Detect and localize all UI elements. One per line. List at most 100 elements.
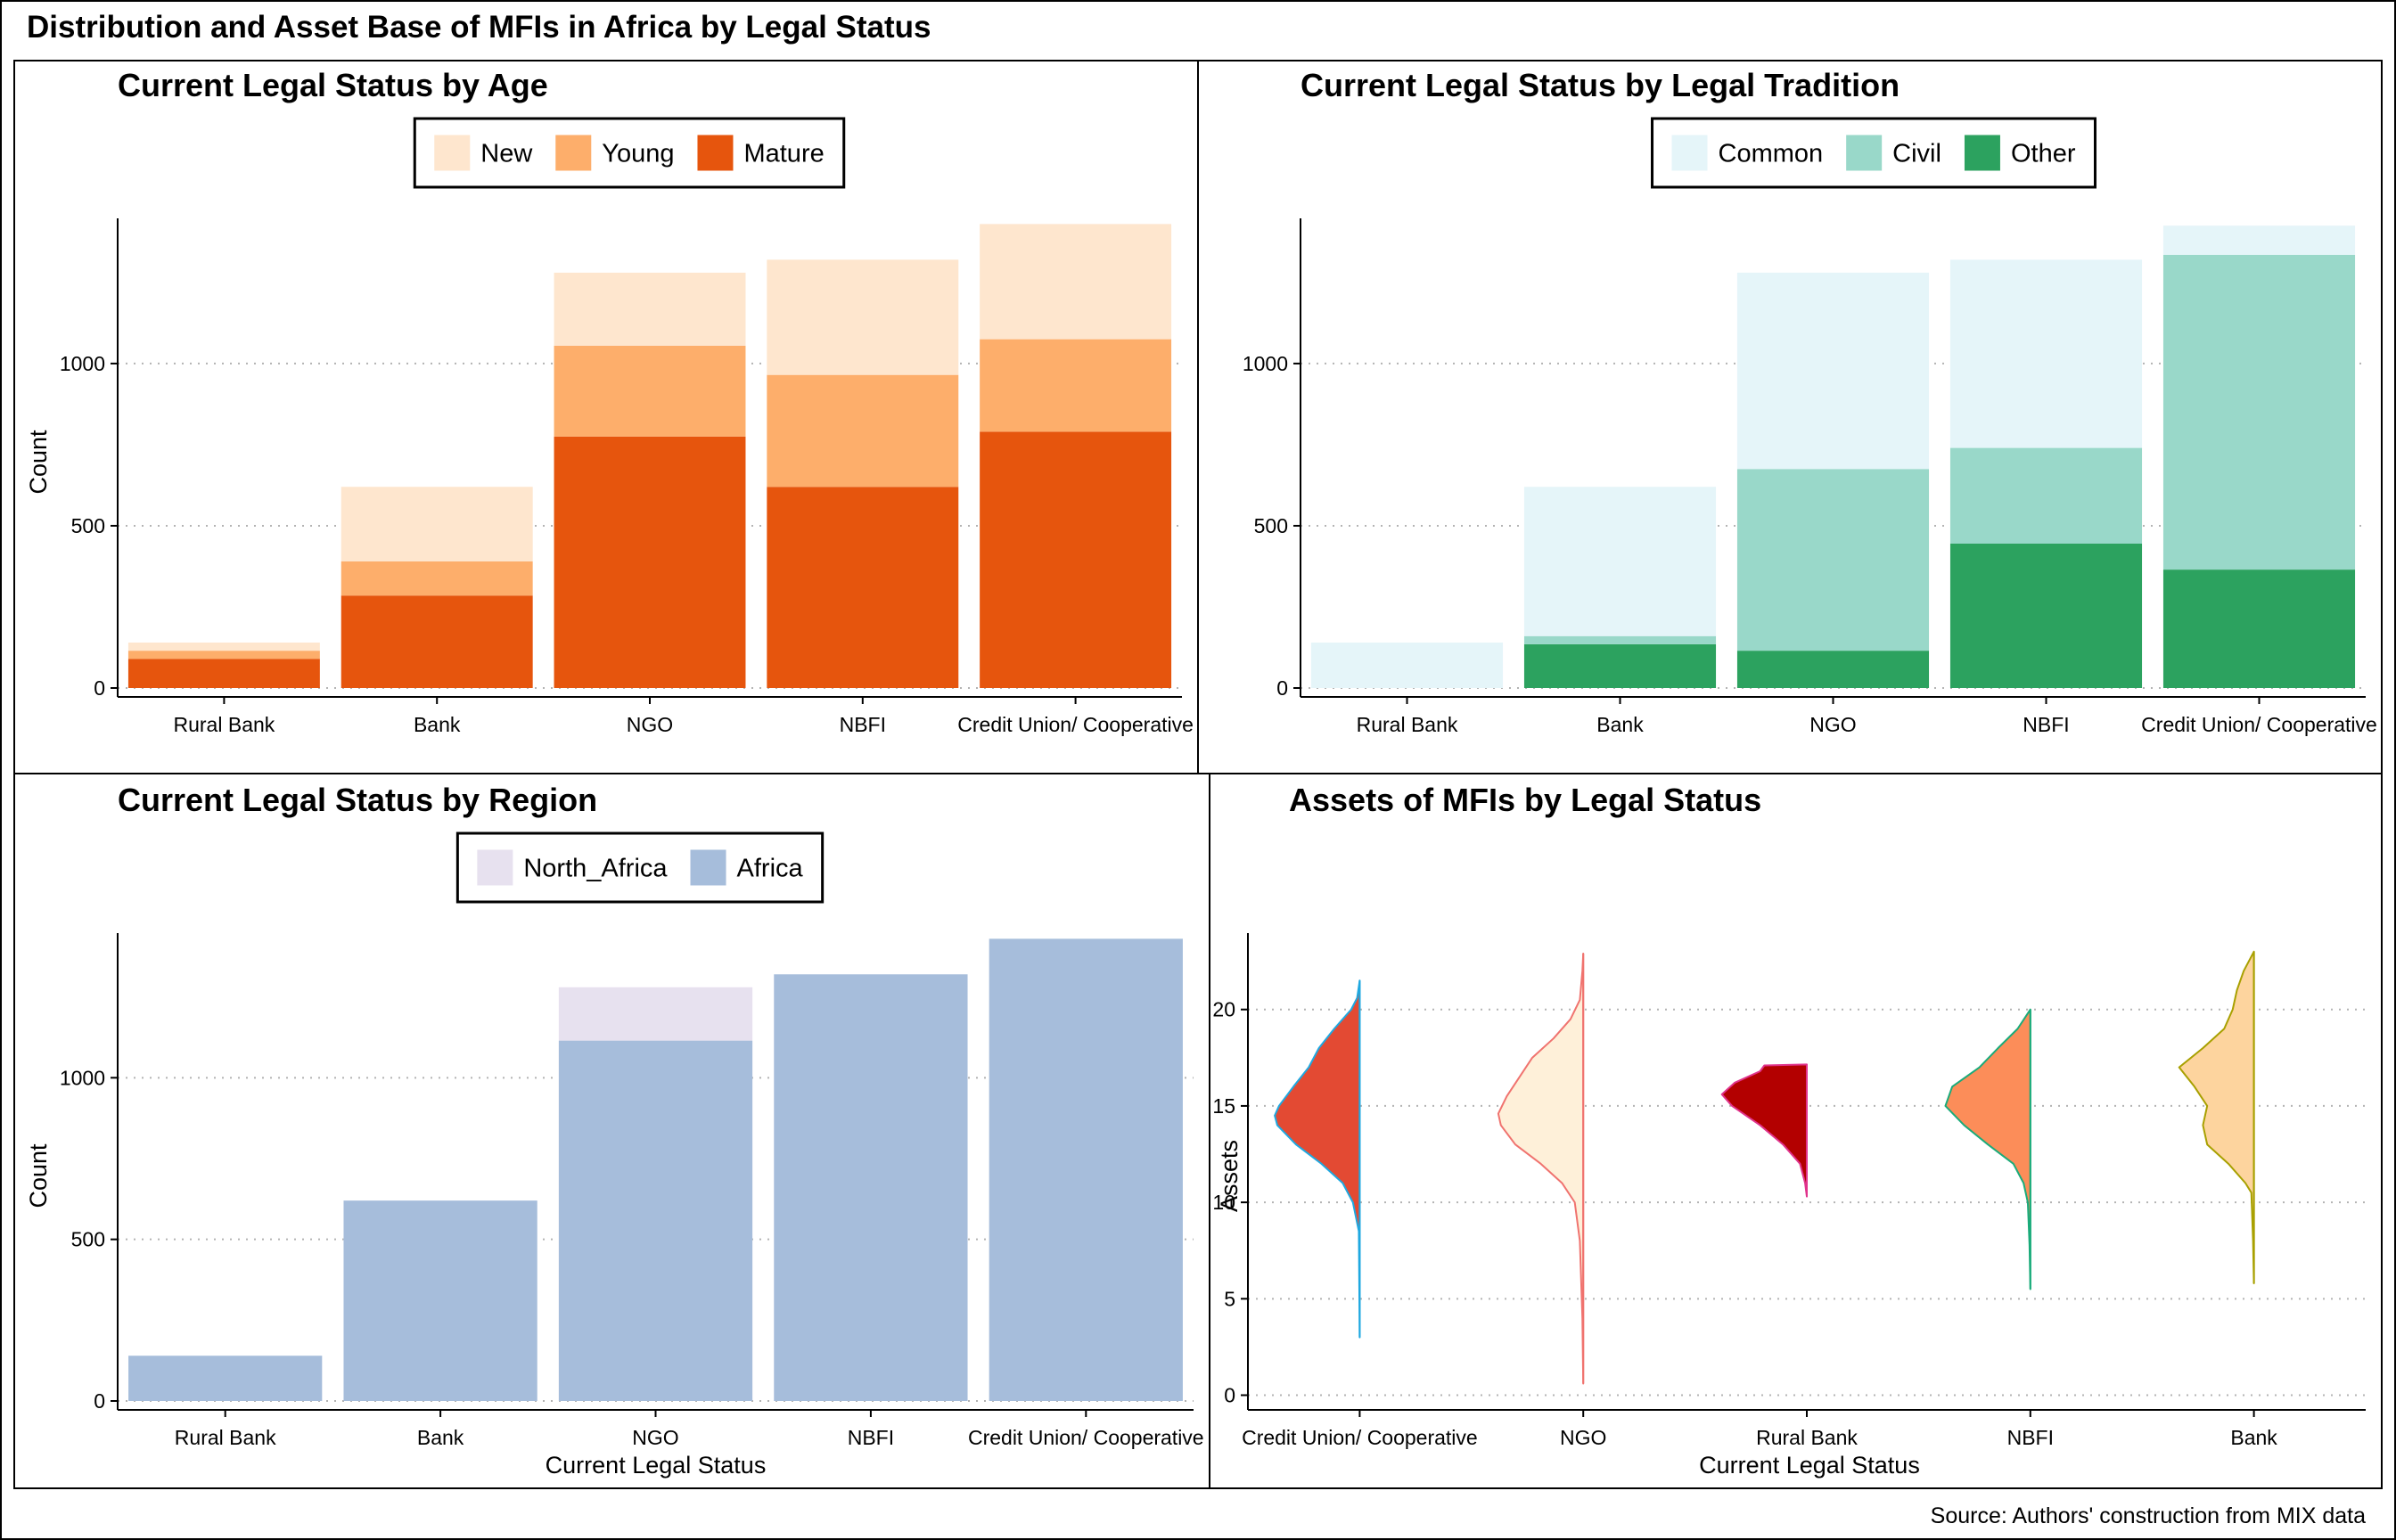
x-tick-label: Credit Union/ Cooperative (957, 713, 1194, 736)
legend-swatch (1964, 135, 2000, 171)
chart-tradition: Current Legal Status by Legal Tradition 0… (1243, 67, 2377, 736)
bar-segment (1523, 635, 1717, 644)
x-tick-label: NGO (632, 1426, 678, 1449)
x-tick-label: Bank (1596, 713, 1644, 736)
y-tick-label: 15 (1212, 1094, 1235, 1118)
bar-segment (127, 659, 320, 688)
bar-segment (774, 974, 968, 1401)
y-tick-label: 10 (1212, 1191, 1235, 1214)
bar-segment (127, 643, 320, 651)
x-tick-label: Bank (2230, 1426, 2277, 1449)
legend-swatch (1671, 135, 1708, 171)
bar-segment (554, 345, 746, 437)
legend-box (455, 831, 825, 904)
bar-segment (989, 938, 1183, 1401)
bar-segment (341, 561, 533, 596)
bar-segment (2162, 225, 2356, 255)
bar-segment (1736, 469, 1930, 651)
bar-segment (980, 339, 1172, 432)
bar-segment (343, 1200, 537, 1401)
x-tick-label: Bank (414, 713, 461, 736)
bar-segment (980, 224, 1172, 340)
x-tick-label: Bank (417, 1426, 464, 1449)
y-tick-label: 0 (94, 1389, 105, 1413)
legend-swatch (477, 849, 513, 886)
bar-segment (558, 1040, 753, 1401)
bar-segment (980, 431, 1172, 688)
bar-segment (558, 987, 753, 1041)
bar-segment (1949, 543, 2143, 688)
x-tick-label: Credit Union/ Cooperative (2141, 713, 2377, 736)
bar-segment (1310, 643, 1504, 688)
y-tick-label: 0 (1224, 1384, 1235, 1407)
x-tick-label: NGO (1809, 713, 1856, 736)
x-tick-label: Credit Union/ Cooperative (968, 1426, 1204, 1449)
chart-title: Assets of MFIs by Legal Status (1289, 782, 1761, 818)
y-tick-label: 0 (94, 676, 105, 700)
violin-half (2178, 950, 2255, 1284)
violin-half (1944, 1008, 2031, 1290)
y-tick-label: 1000 (60, 352, 105, 375)
legend-label: Civil (1892, 140, 1941, 168)
y-tick-label: 500 (1254, 514, 1288, 537)
bar-segment (2162, 254, 2356, 570)
y-tick-label: 1000 (60, 1066, 105, 1089)
x-tick-label: NBFI (2023, 713, 2069, 736)
bar-segment (767, 374, 959, 487)
x-tick-label: NGO (1560, 1426, 1606, 1449)
y-axis-title: Count (25, 430, 52, 495)
x-tick-label: NBFI (2007, 1426, 2054, 1449)
x-tick-label: Credit Union/ Cooperative (1242, 1426, 1478, 1449)
chart-title: Current Legal Status by Age (118, 67, 548, 103)
x-axis-title: Current Legal Status (546, 1452, 767, 1479)
x-tick-label: Rural Bank (1357, 713, 1458, 736)
chart-title: Current Legal Status by Legal Tradition (1301, 67, 1900, 103)
legend-swatch (697, 135, 734, 171)
y-tick-label: 1000 (1243, 352, 1288, 375)
x-tick-label: Rural Bank (174, 713, 275, 736)
bar-segment (341, 487, 533, 562)
bar-segment (1736, 272, 1930, 470)
y-tick-label: 0 (1276, 676, 1288, 700)
legend-swatch (1846, 135, 1883, 171)
x-axis-title: Current Legal Status (1699, 1452, 1920, 1479)
y-tick-label: 500 (71, 514, 105, 537)
legend-label: Common (1719, 140, 1824, 168)
legend-label: Other (2011, 140, 2076, 168)
bar-segment (554, 272, 746, 346)
bar-segment (767, 259, 959, 375)
x-tick-label: NBFI (848, 1426, 894, 1449)
figure-title: Distribution and Asset Base of MFIs in A… (27, 10, 931, 45)
bar-segment (1949, 259, 2143, 448)
violin-half (1497, 952, 1585, 1385)
bar-segment (128, 1356, 323, 1401)
legend-swatch (555, 135, 592, 171)
legend-label: Africa (737, 855, 804, 883)
bar-segment (341, 595, 533, 688)
bar-segment (767, 487, 959, 688)
violin-half (1720, 1063, 1808, 1198)
chart-title: Current Legal Status by Region (118, 782, 597, 818)
chart-assets: Assets of MFIs by Legal Status 0 5 10 15 20 As… (1212, 782, 2366, 1479)
x-tick-label: Rural Bank (175, 1426, 276, 1449)
legend-label: Mature (743, 140, 824, 168)
bar-segment (1523, 487, 1717, 636)
bar-segment (554, 436, 746, 688)
y-tick-label: 20 (1212, 998, 1235, 1021)
source-note: Source: Authors' construction from MIX d… (1931, 1503, 2366, 1528)
bar-segment (127, 651, 320, 659)
x-tick-label: NGO (627, 713, 673, 736)
y-axis-title: Assets (1216, 1140, 1243, 1212)
legend-label: North_Africa (523, 855, 668, 883)
legend-swatch (434, 135, 471, 171)
bar-segment (2162, 569, 2356, 688)
y-tick-label: 500 (71, 1228, 105, 1251)
panel-assets-frame (1209, 773, 2383, 1489)
chart-age: Current Legal Status by Age 0 500 1000 Count… (25, 67, 1194, 736)
legend-label: Young (602, 140, 674, 168)
bar-segment (1736, 651, 1930, 688)
bar-segment (1523, 643, 1717, 688)
bar-segment (1949, 447, 2143, 544)
y-tick-label: 5 (1224, 1287, 1235, 1310)
